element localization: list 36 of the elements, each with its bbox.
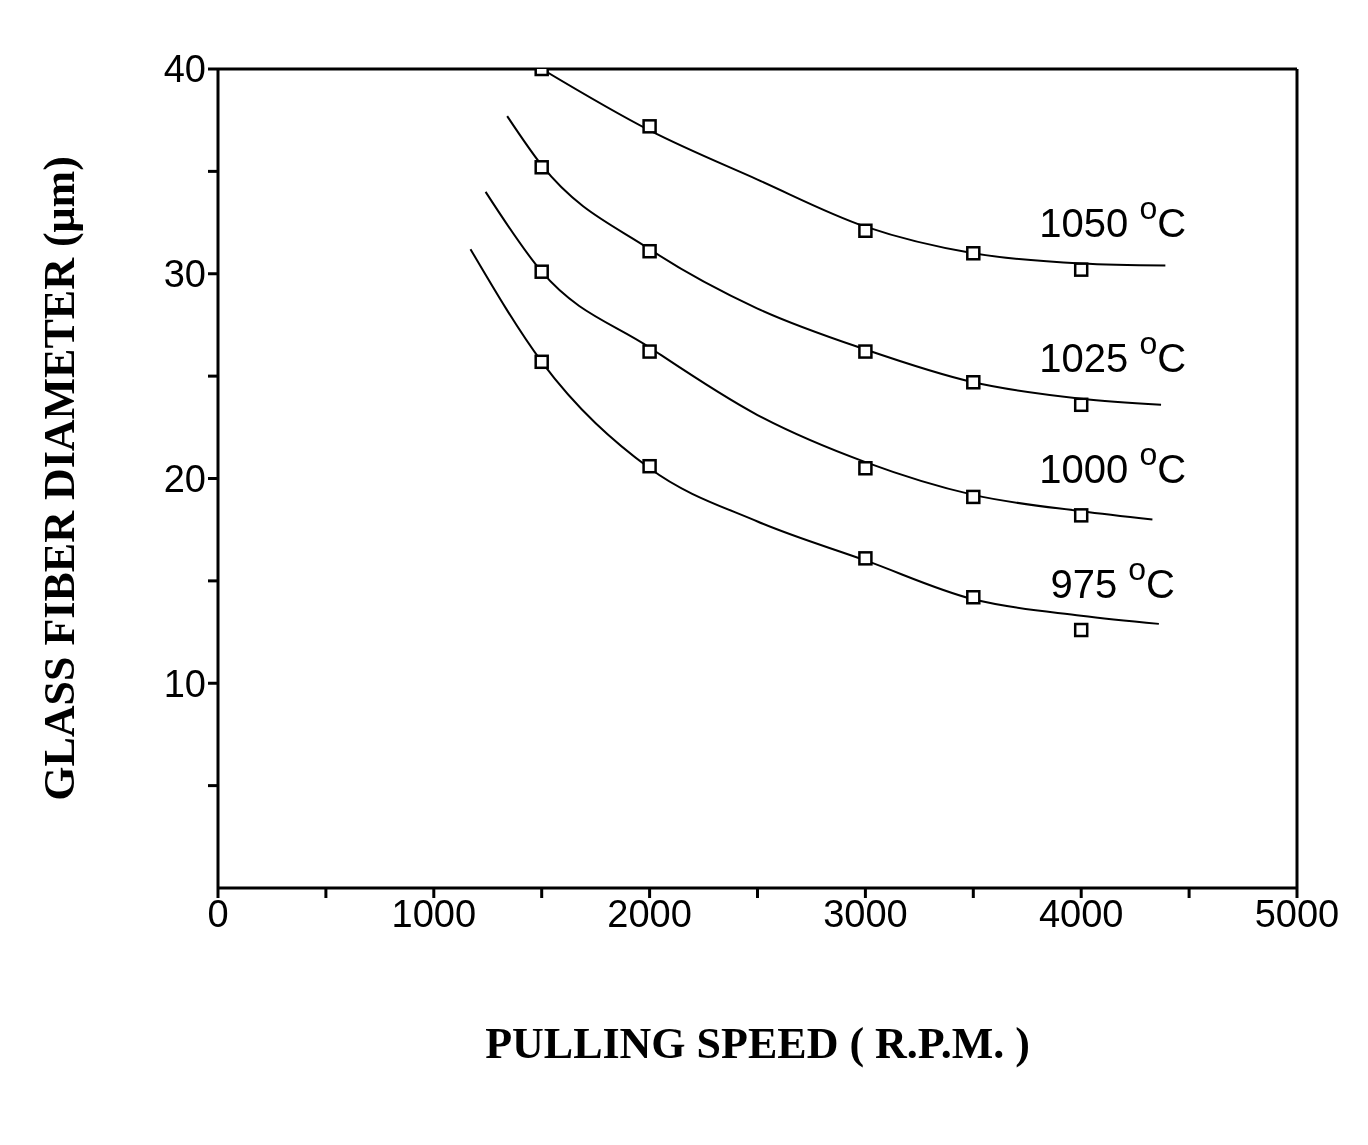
- y-axis-title: GLASS FIBER DIAMETER (μm): [34, 156, 84, 801]
- point: [642, 458, 657, 474]
- point: [1073, 262, 1089, 277]
- x-tick-label: 2000: [607, 892, 692, 935]
- y-tick-label: 30: [163, 253, 206, 296]
- line-series: [484, 190, 1154, 521]
- x-tick-label: 4000: [1038, 892, 1124, 935]
- point: [858, 344, 873, 359]
- x-tick-label: 0: [207, 892, 229, 935]
- point: [858, 551, 873, 566]
- series-label: 975 $^{o}$C: [1050, 550, 1175, 606]
- point: [534, 160, 549, 175]
- point: [966, 375, 981, 390]
- x-tick-label: 5000: [1254, 892, 1340, 935]
- point: [642, 243, 657, 259]
- y-tick-label: 10: [163, 662, 206, 705]
- series-label: 1050 $^{o}$C: [1039, 190, 1187, 246]
- y-tick-label: 20: [163, 457, 206, 500]
- x-tick-label: 1000: [391, 892, 477, 935]
- series-label: 1025 $^{o}$C: [1039, 325, 1187, 381]
- y-tick-label: 40: [163, 48, 206, 91]
- point: [1073, 622, 1089, 638]
- series-label: 1000 $^{o}$C: [1039, 435, 1187, 491]
- point: [534, 264, 549, 279]
- point: [642, 119, 657, 134]
- x-axis-title: PULLING SPEED ( R.P.M. ): [485, 1019, 1030, 1068]
- point: [966, 246, 981, 261]
- point: [1073, 397, 1089, 413]
- point: [966, 590, 981, 605]
- point: [966, 489, 981, 505]
- point: [642, 344, 657, 359]
- point: [858, 461, 873, 476]
- x-tick-label: 3000: [823, 892, 908, 935]
- point: [534, 354, 549, 370]
- point: [858, 223, 873, 238]
- point: [1073, 508, 1089, 523]
